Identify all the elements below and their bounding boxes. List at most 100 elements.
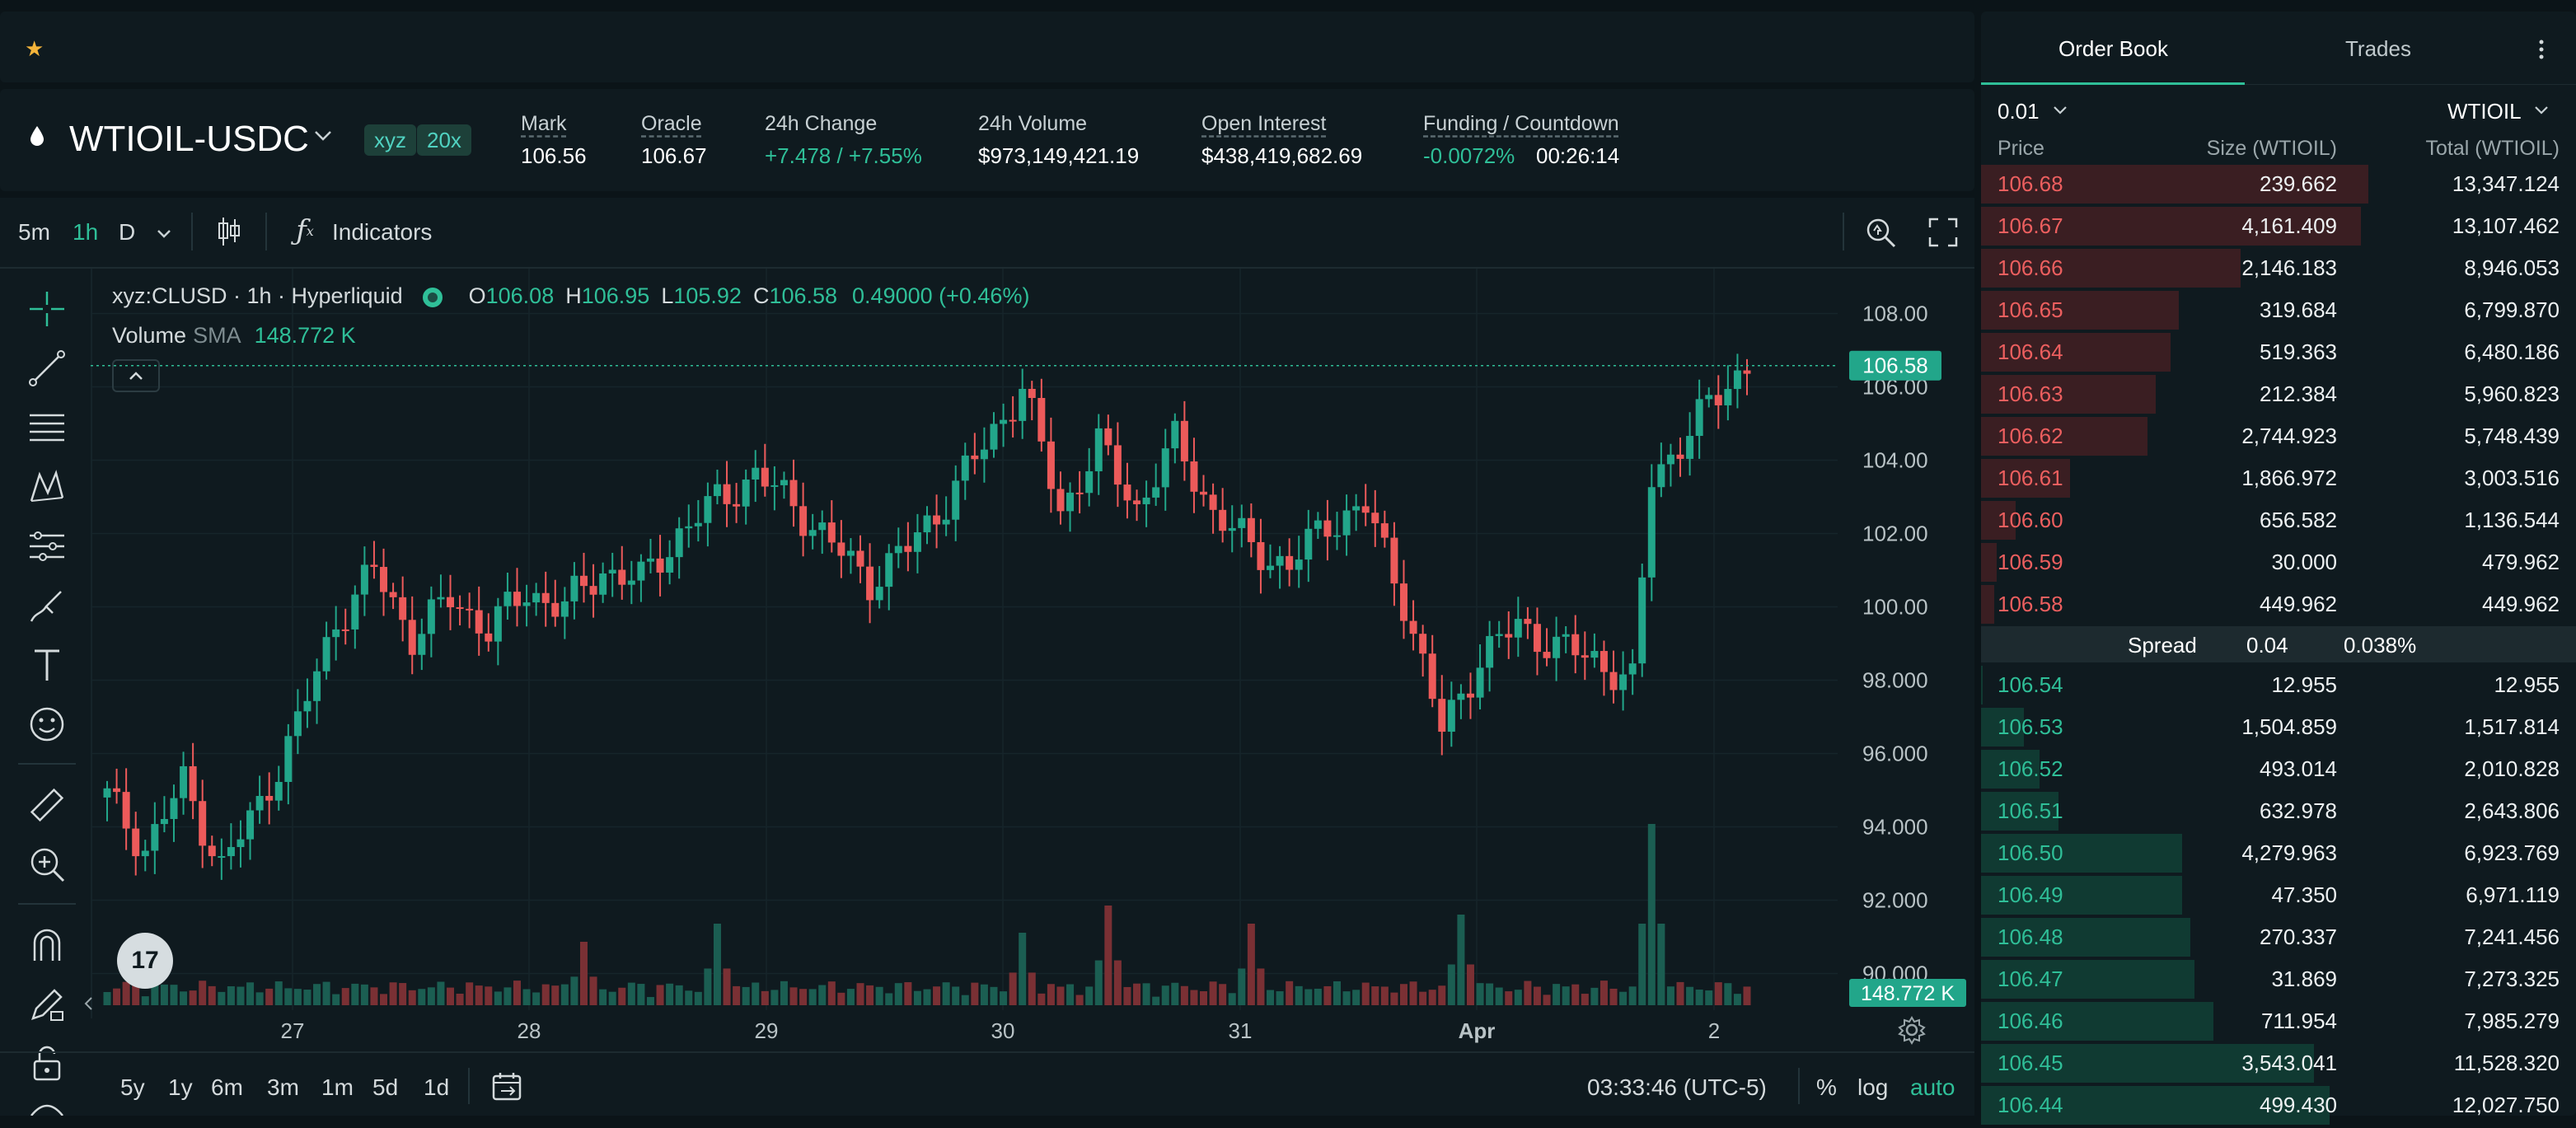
ask-row[interactable]: 106.61 1,866.972 3,003.516 <box>1981 459 2576 501</box>
chevron-down-icon[interactable] <box>2052 104 2068 117</box>
depth-bar <box>1981 501 2016 540</box>
bid-row[interactable]: 106.49 47.350 6,971.119 <box>1981 876 2576 918</box>
volume-bar <box>255 992 264 1005</box>
volume-bar <box>1133 983 1141 1005</box>
range-3m[interactable]: 3m <box>267 1074 299 1100</box>
ask-row[interactable]: 106.58 449.962 449.962 <box>1981 585 2576 627</box>
funding-label[interactable]: Funding / Countdown <box>1423 112 1619 135</box>
volume-bar <box>704 968 712 1005</box>
magnet-icon[interactable] <box>28 926 66 964</box>
chevron-down-icon[interactable] <box>311 124 335 147</box>
ask-row[interactable]: 106.67 4,161.409 13,107.462 <box>1981 207 2576 249</box>
ask-row[interactable]: 106.64 519.363 6,480.186 <box>1981 333 2576 375</box>
volume-bar <box>1599 981 1608 1005</box>
tradingview-logo[interactable]: 17 <box>117 933 173 989</box>
unit-select[interactable]: WTIOIL <box>2447 99 2522 124</box>
forecast-icon[interactable] <box>28 527 66 565</box>
emoji-icon[interactable] <box>28 705 66 743</box>
open-interest-label[interactable]: Open Interest <box>1201 112 1327 135</box>
range-1d[interactable]: 1d <box>424 1074 450 1100</box>
eye-icon[interactable] <box>28 1101 66 1116</box>
volume-bar <box>1228 993 1236 1005</box>
candle-body <box>1304 528 1313 560</box>
oracle-label[interactable]: Oracle <box>641 112 702 135</box>
candle-body <box>513 592 521 606</box>
more-options-icon[interactable] <box>2535 38 2548 61</box>
candle-body <box>1657 464 1665 488</box>
fib-retracement-icon[interactable] <box>28 409 66 447</box>
range-1y[interactable]: 1y <box>168 1074 193 1100</box>
auto-scale-toggle[interactable]: auto <box>1910 1074 1955 1100</box>
candle-body <box>1495 634 1503 636</box>
ask-row[interactable]: 106.62 2,744.923 5,748.439 <box>1981 417 2576 459</box>
bid-row[interactable]: 106.51 632.978 2,643.806 <box>1981 792 2576 834</box>
ask-row[interactable]: 106.63 212.384 5,960.823 <box>1981 375 2576 417</box>
text-icon[interactable] <box>28 646 66 684</box>
volume-bar <box>1352 990 1361 1005</box>
bid-row[interactable]: 106.52 493.014 2,010.828 <box>1981 750 2576 792</box>
indicators-button[interactable]: Indicators <box>332 219 433 245</box>
timeframe-5m[interactable]: 5m <box>18 219 50 245</box>
log-scale-toggle[interactable]: log <box>1857 1074 1889 1100</box>
tick-size-select[interactable]: 0.01 <box>1998 99 2040 124</box>
ask-row[interactable]: 106.65 319.684 6,799.870 <box>1981 291 2576 333</box>
percent-scale-toggle[interactable]: % <box>1816 1074 1837 1100</box>
depth-bar <box>1981 792 2058 831</box>
pair-selector[interactable]: WTIOIL-USDC <box>69 119 309 159</box>
fullscreen-icon[interactable] <box>1928 218 1958 247</box>
collapse-toolbar-icon[interactable] <box>82 995 94 1012</box>
ask-row[interactable]: 106.68 239.662 13,347.124 <box>1981 165 2576 207</box>
range-5d[interactable]: 5d <box>372 1074 399 1100</box>
zoom-in-icon[interactable] <box>28 845 66 883</box>
candle-body <box>1553 636 1561 658</box>
trend-line-icon[interactable] <box>28 349 66 387</box>
settings-icon[interactable] <box>1897 1015 1927 1045</box>
star-icon[interactable]: ★ <box>25 36 44 61</box>
volume-bar <box>799 989 808 1005</box>
bid-row[interactable]: 106.45 3,543.041 11,528.320 <box>1981 1044 2576 1086</box>
candles-icon[interactable] <box>216 216 242 247</box>
ask-size: 449.962 <box>2260 592 2337 616</box>
bid-row[interactable]: 106.47 31.869 7,273.325 <box>1981 960 2576 1002</box>
bid-price: 106.44 <box>1998 1093 2063 1117</box>
bid-row[interactable]: 106.46 711.954 7,985.279 <box>1981 1002 2576 1044</box>
bid-row[interactable]: 106.53 1,504.859 1,517.814 <box>1981 708 2576 750</box>
range-1m[interactable]: 1m <box>321 1074 354 1100</box>
candle-body <box>704 496 712 523</box>
collapse-legend-button[interactable] <box>112 359 160 392</box>
ask-row[interactable]: 106.66 2,146.183 8,946.053 <box>1981 249 2576 291</box>
calendar-goto-icon[interactable] <box>491 1071 524 1102</box>
ask-row[interactable]: 106.60 656.582 1,136.544 <box>1981 501 2576 543</box>
tab-trades[interactable]: Trades <box>2345 36 2411 61</box>
timeframe-1h[interactable]: 1h <box>73 219 99 245</box>
candle-body <box>589 586 597 595</box>
pattern-icon[interactable] <box>28 468 66 506</box>
volume-bar <box>1733 994 1741 1005</box>
bid-size: 31.869 <box>2271 967 2337 991</box>
mark-label[interactable]: Mark <box>521 112 567 135</box>
timeframe-d[interactable]: D <box>119 219 136 245</box>
bid-row[interactable]: 106.48 270.337 7,241.456 <box>1981 918 2576 960</box>
bid-row[interactable]: 106.50 4,279.963 6,923.769 <box>1981 834 2576 876</box>
volume-bar <box>427 987 435 1005</box>
candle-body <box>274 781 283 801</box>
unlock-icon[interactable] <box>28 1045 66 1083</box>
tab-order-book[interactable]: Order Book <box>2058 36 2168 61</box>
brush-icon[interactable] <box>28 587 66 625</box>
bid-row[interactable]: 106.44 499.430 12,027.750 <box>1981 1086 2576 1128</box>
chevron-down-icon[interactable] <box>155 224 173 242</box>
bid-row[interactable]: 106.54 12.955 12.955 <box>1981 666 2576 708</box>
quick-search-icon[interactable] <box>1864 216 1897 249</box>
crosshair-icon[interactable] <box>28 290 66 328</box>
ask-price: 106.59 <box>1998 550 2063 574</box>
candle-body <box>1019 388 1027 421</box>
range-6m[interactable]: 6m <box>211 1074 243 1100</box>
edit-lock-icon[interactable] <box>28 985 66 1023</box>
ruler-icon[interactable] <box>28 786 66 824</box>
ask-row[interactable]: 106.59 30.000 479.962 <box>1981 543 2576 585</box>
chart-clock[interactable]: 03:33:46 (UTC-5) <box>1587 1074 1767 1100</box>
price-chart[interactable]: 108.00106.00104.00102.00100.0098.00096.0… <box>91 269 1974 1018</box>
chevron-down-icon[interactable] <box>2533 104 2550 117</box>
range-5y[interactable]: 5y <box>120 1074 145 1100</box>
